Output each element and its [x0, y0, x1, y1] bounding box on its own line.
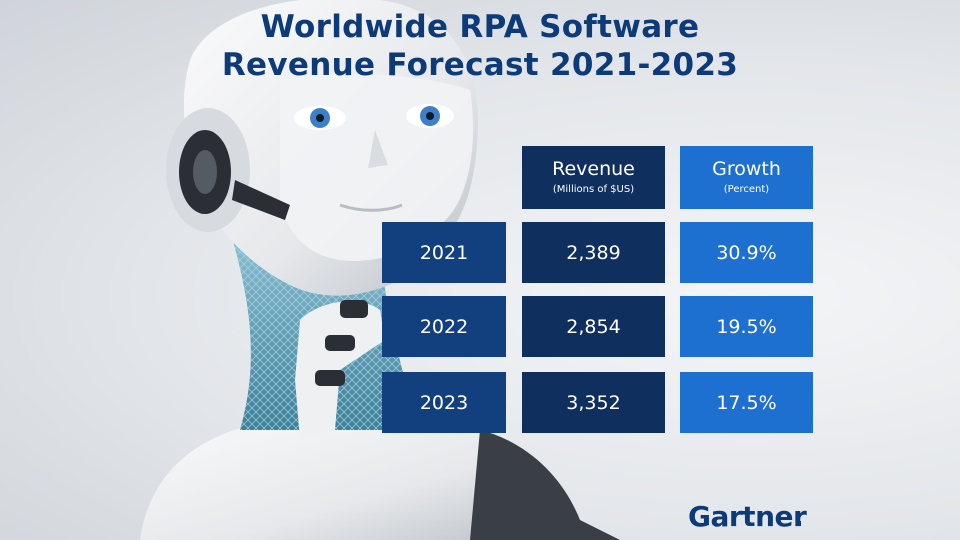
- chart-title-line2: Revenue Forecast 2021-2023: [221, 47, 739, 83]
- revenue-header-label: Revenue: [552, 158, 635, 180]
- year-cell-2023: 2023: [382, 372, 506, 433]
- growth-value: 30.9%: [716, 241, 777, 264]
- revenue-header: Revenue (Millions of $US): [522, 146, 665, 209]
- robot-chest: [140, 410, 580, 540]
- revenue-cell-2021: 2,389: [522, 222, 665, 283]
- growth-header-label: Growth: [712, 158, 781, 180]
- growth-value: 19.5%: [716, 315, 777, 338]
- growth-value: 17.5%: [716, 391, 777, 414]
- revenue-cell-2023: 3,352: [522, 372, 665, 433]
- revenue-header-sublabel: (Millions of $US): [552, 184, 635, 195]
- revenue-cell-2022: 2,854: [522, 296, 665, 357]
- revenue-value: 2,854: [566, 315, 621, 338]
- year-label: 2023: [419, 391, 469, 414]
- growth-header: Growth (Percent): [680, 146, 813, 209]
- year-cell-2021: 2021: [382, 222, 506, 283]
- growth-cell-2021: 30.9%: [680, 222, 813, 283]
- gartner-logo: Gartner: [688, 500, 807, 533]
- growth-cell-2022: 19.5%: [680, 296, 813, 357]
- chart-title-line1: Worldwide RPA Software: [260, 9, 700, 45]
- growth-cell-2023: 17.5%: [680, 372, 813, 433]
- year-label: 2021: [419, 241, 469, 264]
- year-label: 2022: [419, 315, 469, 338]
- gartner-logo-dot: [796, 521, 801, 526]
- revenue-value: 3,352: [566, 391, 621, 414]
- year-cell-2022: 2022: [382, 296, 506, 357]
- growth-header-sublabel: (Percent): [723, 184, 770, 195]
- revenue-value: 2,389: [566, 241, 621, 264]
- robot-hand: [295, 301, 385, 440]
